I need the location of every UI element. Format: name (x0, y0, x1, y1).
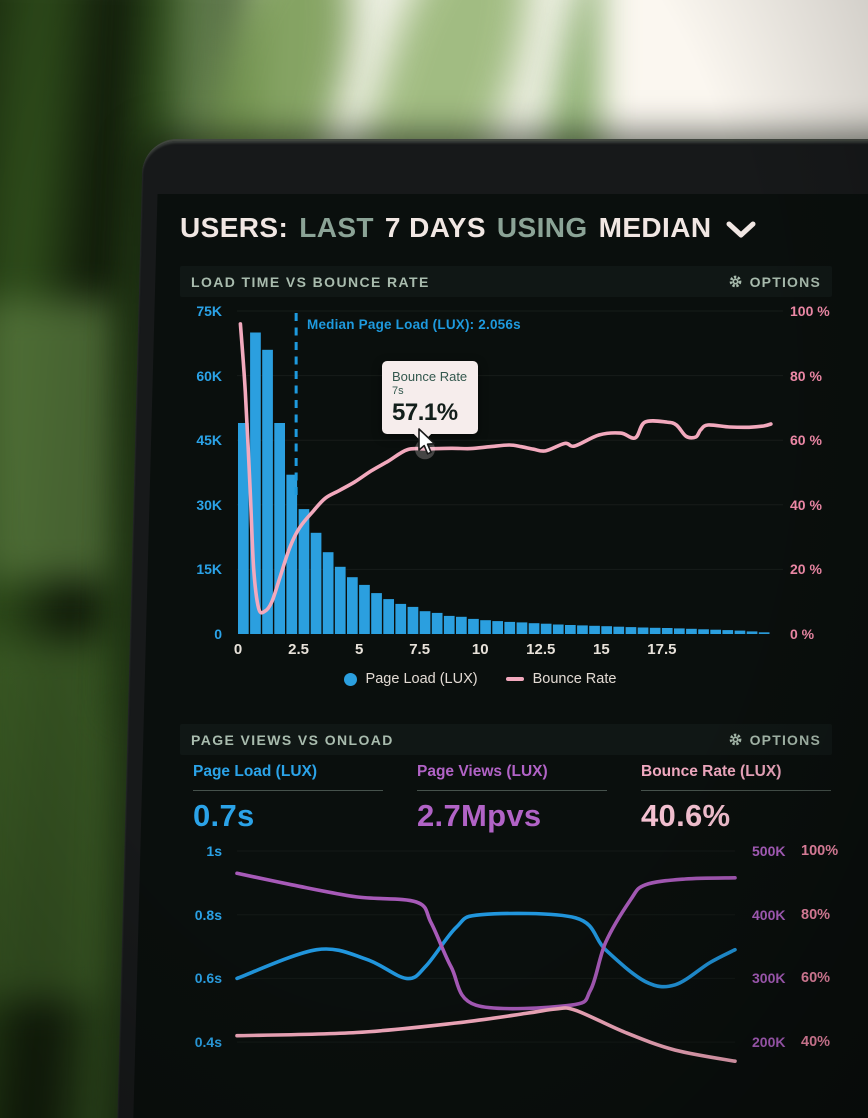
page-views-vs-onload-chart[interactable] (235, 845, 737, 1080)
chevron-down-icon[interactable] (726, 221, 756, 239)
axis-tick: 15 (592, 641, 610, 658)
legend-line-icon (505, 677, 524, 681)
panel-title: LOAD TIME VS BOUNCE RATE (191, 273, 430, 290)
tooltip-x-value: 7s (392, 385, 404, 397)
legend-dot-icon (343, 672, 357, 686)
metric-label: Bounce Rate (LUX) (641, 763, 782, 780)
axis-tick: 15K (196, 561, 222, 578)
metric-label: Page Views (LUX) (417, 763, 548, 780)
chart-tooltip: Bounce Rate 7s 57.1% (382, 361, 478, 434)
axis-tick: 75K (196, 303, 222, 319)
x-axis-lux: 0 2.5 5 7.5 10 12.5 15 17.5 (234, 641, 783, 661)
options-label: OPTIONS (749, 273, 821, 290)
options-button[interactable]: OPTIONS (728, 274, 821, 290)
axis-tick: 0 (233, 641, 243, 658)
title-segment: USING (496, 212, 588, 243)
axis-tick: 0 % (790, 626, 815, 642)
axis-tick: 80% (801, 906, 831, 923)
axis-tick: 300K (752, 970, 786, 987)
axis-tick: 100 % (790, 303, 830, 319)
axis-tick: 400K (752, 906, 786, 923)
axis-tick: 1s (206, 843, 222, 859)
panel-page-views-header: PAGE VIEWS VS ONLOAD OPTIONS (180, 724, 832, 755)
legend-item-bounce-rate[interactable]: Bounce Rate (505, 671, 617, 687)
y-axis-right-views: 500K 400K 300K 200K (752, 843, 796, 1080)
axis-tick: 500K (752, 843, 786, 859)
axis-tick: 60% (801, 970, 831, 987)
metric-value: 40.6% (641, 798, 731, 833)
axis-tick: 100% (801, 843, 839, 859)
legend-label: Page Load (LUX) (365, 671, 478, 687)
legend-label: Bounce Rate (532, 671, 617, 687)
axis-tick: 30K (196, 496, 222, 513)
axis-tick: 10 (471, 641, 489, 658)
axis-tick: 40 % (790, 496, 822, 513)
chart-legend: Page Load (LUX) Bounce Rate (200, 671, 760, 687)
metric-label: Page Load (LUX) (193, 763, 318, 780)
axis-tick: 2.5 (288, 641, 309, 658)
metric-value: 2.7Mpvs (417, 798, 542, 833)
y-axis-left-seconds: 1s 0.8s 0.6s 0.4s (158, 843, 222, 1080)
y-axis-right-bounce: 100 % 80 % 60 % 40 % 20 % 0 % (790, 303, 860, 642)
axis-tick: 20 % (790, 561, 822, 578)
metric-value: 0.7s (193, 798, 255, 833)
y-axis-left-users: 75K 60K 45K 30K 15K 0 (160, 303, 222, 642)
load-time-vs-bounce-chart[interactable] (237, 305, 783, 635)
axis-tick: 0.6s (194, 970, 222, 987)
metric-bounce-rate: Bounce Rate (LUX) 40.6% (641, 763, 845, 834)
axis-tick: 45K (196, 432, 222, 449)
title-segment: USERS: (180, 212, 289, 243)
options-button[interactable]: OPTIONS (728, 732, 821, 748)
axis-tick: 40% (801, 1034, 831, 1051)
y-axis-right-percent: 100% 80% 60% 40% (801, 843, 853, 1080)
metric-page-load: Page Load (LUX) 0.7s (193, 763, 417, 834)
axis-tick: 7.5 (409, 641, 431, 658)
axis-tick: 17.5 (647, 641, 677, 658)
title-segment: 7 DAYS (384, 212, 486, 243)
metric-page-views: Page Views (LUX) 2.7Mpvs (417, 763, 641, 834)
gear-icon (729, 275, 741, 288)
gear-icon (729, 733, 741, 746)
metric-underline (193, 790, 383, 791)
title-segment: MEDIAN (598, 212, 712, 243)
title-segment: LAST (299, 212, 374, 243)
axis-tick: 80 % (790, 367, 822, 384)
leaf-blur (0, 640, 120, 1000)
axis-tick: 0.4s (194, 1034, 222, 1051)
axis-tick: 200K (752, 1034, 786, 1051)
axis-tick: 12.5 (526, 641, 556, 658)
legend-item-page-load[interactable]: Page Load (LUX) (343, 671, 478, 687)
metric-underline (417, 790, 607, 791)
axis-tick: 0.8s (194, 906, 222, 923)
metric-summary-row: Page Load (LUX) 0.7s Page Views (LUX) 2.… (193, 763, 845, 834)
tooltip-series: Bounce Rate (392, 369, 468, 384)
axis-tick: 60K (196, 367, 222, 384)
panel-title: PAGE VIEWS VS ONLOAD (191, 731, 394, 748)
metric-underline (641, 790, 831, 791)
axis-tick: 5 (354, 641, 364, 658)
page-title[interactable]: USERS: LAST 7 DAYS USING MEDIAN (180, 212, 756, 244)
options-label: OPTIONS (749, 731, 821, 748)
panel-load-time-header: LOAD TIME VS BOUNCE RATE OPTIONS (180, 266, 832, 297)
mouse-cursor-icon (418, 428, 436, 455)
median-annotation: Median Page Load (LUX): 2.056s (307, 317, 521, 332)
leaf-blur (0, 300, 120, 580)
tooltip-value: 57.1% (392, 399, 458, 426)
axis-tick: 60 % (790, 432, 822, 449)
